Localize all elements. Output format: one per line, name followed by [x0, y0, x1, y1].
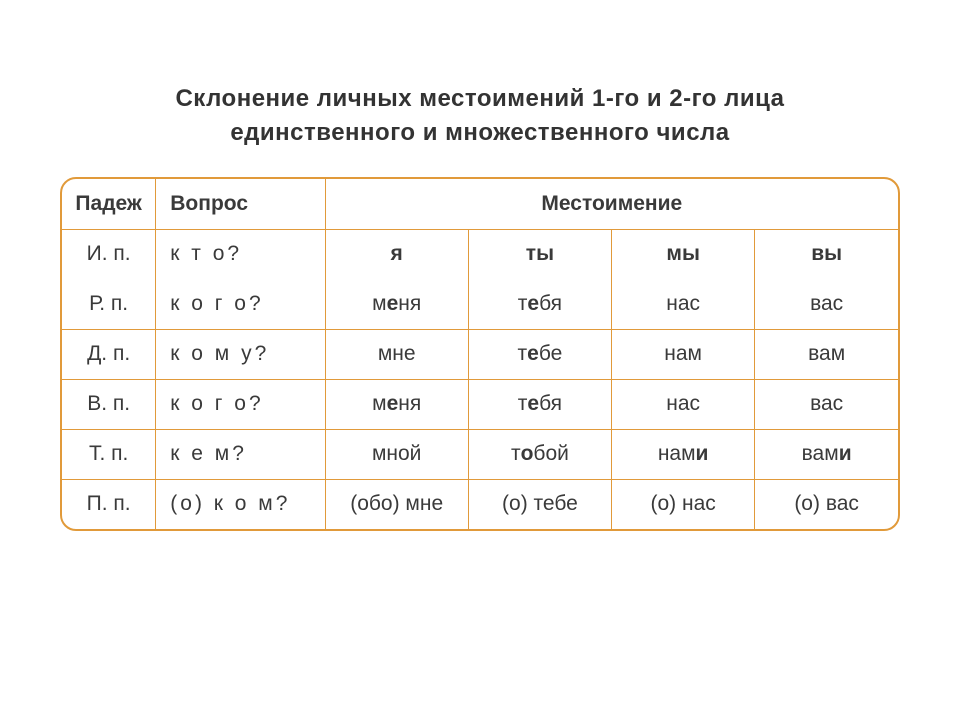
cell-vy: вы	[755, 229, 898, 279]
cell-pronoun: (обо) мне	[325, 479, 468, 529]
cell-pronoun: (о) нас	[612, 479, 755, 529]
cell-case: Д. п.	[62, 329, 156, 379]
declension-table-wrap: Падеж Вопрос Местоимение И. п. к т о? я …	[60, 177, 900, 531]
cell-question: к е м?	[156, 429, 325, 479]
header-question: Вопрос	[156, 179, 325, 229]
cell-pronoun: тебя	[468, 379, 611, 429]
cell-question: к т о?	[156, 229, 325, 279]
cell-question: (о) к о м?	[156, 479, 325, 529]
cell-case: Т. п.	[62, 429, 156, 479]
cell-case: П. п.	[62, 479, 156, 529]
cell-pronoun: мной	[325, 429, 468, 479]
cell-case: Р. п.	[62, 279, 156, 329]
table-row: П. п.(о) к о м?(обо) мне(о) тебе(о) нас(…	[62, 479, 898, 529]
cell-pronoun: тебя	[468, 279, 611, 329]
title-line-1: Склонение личных местоимений 1-го и 2-го…	[175, 85, 784, 113]
cell-pronoun: (о) тебе	[468, 479, 611, 529]
header-row: Падеж Вопрос Местоимение	[62, 179, 898, 229]
cell-pronoun: нас	[612, 279, 755, 329]
cell-question: к о г о?	[156, 379, 325, 429]
cell-question: к о м у?	[156, 329, 325, 379]
cell-pronoun: вас	[755, 279, 898, 329]
cell-pronoun: мне	[325, 329, 468, 379]
declension-table: Падеж Вопрос Местоимение И. п. к т о? я …	[62, 179, 898, 529]
cell-pronoun: меня	[325, 279, 468, 329]
cell-pronoun: вами	[755, 429, 898, 479]
table-row: Д. п.к о м у?мнетебенамвам	[62, 329, 898, 379]
cell-case: В. п.	[62, 379, 156, 429]
table-row: В. п.к о г о?менятебянасвас	[62, 379, 898, 429]
cell-pronoun: тебе	[468, 329, 611, 379]
table-row: Т. п.к е м?мнойтобойнамивами	[62, 429, 898, 479]
cell-pronoun: нас	[612, 379, 755, 429]
cell-pronoun: тобой	[468, 429, 611, 479]
table-row: Р. п.к о г о?менятебянасвас	[62, 279, 898, 329]
cell-pronoun: вас	[755, 379, 898, 429]
cell-pronoun: (о) вас	[755, 479, 898, 529]
cell-my: мы	[612, 229, 755, 279]
title-block: Склонение личных местоимений 1-го и 2-го…	[175, 85, 784, 147]
cell-pronoun: меня	[325, 379, 468, 429]
title-line-2: единственного и множественного числа	[175, 119, 784, 147]
header-case: Падеж	[62, 179, 156, 229]
header-pronoun: Местоимение	[325, 179, 898, 229]
cell-ty: ты	[468, 229, 611, 279]
cell-pronoun: нами	[612, 429, 755, 479]
cell-case: И. п.	[62, 229, 156, 279]
row-nominative: И. п. к т о? я ты мы вы	[62, 229, 898, 279]
cell-ya: я	[325, 229, 468, 279]
cell-pronoun: вам	[755, 329, 898, 379]
cell-question: к о г о?	[156, 279, 325, 329]
cell-pronoun: нам	[612, 329, 755, 379]
